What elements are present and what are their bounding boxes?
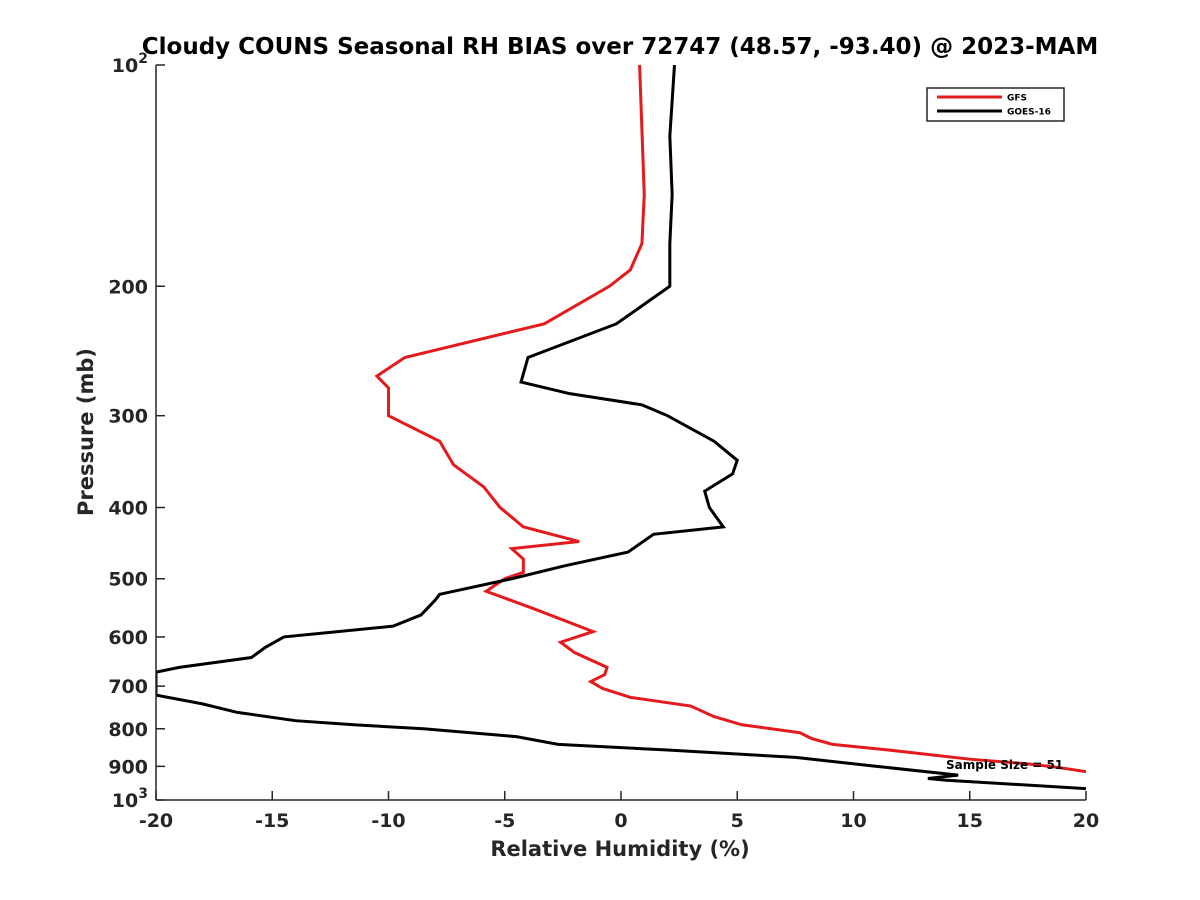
series-line-goes-16 [156, 65, 1086, 791]
chart-title: Cloudy COUNS Seasonal RH BIAS over 72747… [142, 34, 1098, 60]
y-tick-label: 900 [108, 756, 148, 778]
y-tick-label: 600 [108, 627, 148, 649]
y-axis-label: Pressure (mb) [74, 348, 98, 516]
y-tick-label: 700 [108, 676, 148, 698]
x-tick-label: 0 [614, 810, 627, 832]
x-tick-label: 10 [840, 810, 866, 832]
sample-size-annotation: Sample Size = 51 [946, 758, 1063, 772]
x-tick-label: -20 [139, 810, 173, 832]
plot-area: -20 -15 -10 -5 0 5 10 15 20 102 200 300 400 500 600 700… [108, 51, 1099, 832]
legend-label-goes-16: GOES-16 [1007, 108, 1051, 118]
y-tick-label: 103 [112, 786, 148, 812]
legend: GFS GOES-16 [926, 87, 1065, 122]
x-tick-label: 5 [731, 810, 744, 832]
y-tick-label: 400 [108, 498, 148, 520]
x-axis-label: Relative Humidity (%) [490, 837, 749, 861]
y-tick-label: 300 [108, 406, 148, 428]
legend-box [926, 87, 1065, 122]
y-tick-label: 800 [108, 719, 148, 741]
y-tick-label: 500 [108, 569, 148, 591]
x-tick-label: 15 [957, 810, 983, 832]
y-tick-label: 102 [112, 51, 148, 77]
x-tick-label: -15 [255, 810, 289, 832]
y-tick-label: 200 [108, 276, 148, 298]
x-tick-label: -5 [494, 810, 515, 832]
legend-label-gfs: GFS [1007, 94, 1027, 104]
x-tick-label: 20 [1073, 810, 1099, 832]
series-line-gfs [374, 65, 1086, 774]
x-tick-label: -10 [371, 810, 405, 832]
series-group [156, 65, 1086, 791]
